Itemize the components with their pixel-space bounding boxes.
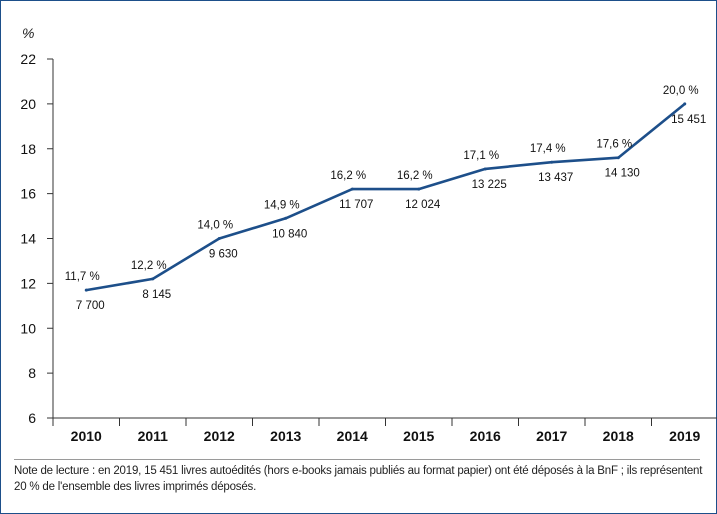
percent-label: 17,6 % — [596, 139, 632, 151]
percent-label: 11,7 % — [65, 271, 100, 283]
x-axis: 2010 2011 2012 2013 2014 2015 2016 2017 2018 2019 — [52, 417, 717, 444]
count-label: 13 437 — [538, 172, 573, 184]
y-axis-label: % — [22, 25, 34, 41]
x-tick-label: 2015 — [403, 428, 434, 444]
x-tick-label: 2012 — [204, 428, 235, 444]
y-tick-label: 6 — [28, 410, 36, 426]
percent-label: 17,1 % — [463, 150, 499, 162]
y-tick-label: 8 — [28, 365, 36, 381]
count-label: 12 024 — [405, 199, 441, 211]
y-tick-label: 16 — [20, 186, 36, 202]
y-tick-label: 10 — [20, 320, 36, 336]
data-point — [217, 237, 221, 240]
note-divider — [14, 459, 700, 460]
y-tick-label: 22 — [20, 51, 36, 67]
y-tick-label: 20 — [20, 96, 36, 112]
y-tick-label: 12 — [20, 275, 36, 291]
x-tick-label: 2011 — [138, 428, 169, 444]
reading-note: Note de lecture : en 2019, 15 451 livres… — [14, 465, 703, 493]
x-tick-label: 2014 — [337, 428, 368, 444]
percent-label: 14,0 % — [197, 220, 233, 232]
x-tick-label: 2019 — [669, 428, 700, 444]
count-label: 13 225 — [472, 179, 507, 191]
series-layer — [84, 102, 687, 292]
data-point — [550, 160, 554, 164]
series-line — [86, 102, 686, 292]
data-point — [616, 156, 620, 160]
data-point — [683, 102, 687, 106]
y-tick-label: 18 — [20, 141, 36, 157]
count-label: 15 451 — [671, 114, 706, 126]
percent-label: 16,2 % — [330, 170, 366, 182]
x-tick-label: 2016 — [470, 428, 501, 444]
percent-label: 14,9 % — [264, 199, 300, 211]
x-tick-label: 2017 — [536, 428, 567, 444]
data-point — [84, 288, 88, 292]
count-label: 8 145 — [142, 289, 171, 301]
percent-label: 12,2 % — [131, 260, 167, 272]
data-labels: 11,7 % 7 700 12,2 % 8 145 14,0 % 9 630 14,9 % 1… — [65, 85, 707, 312]
data-point — [417, 187, 421, 191]
data-point — [483, 167, 487, 171]
percent-label: 20,0 % — [663, 85, 699, 97]
count-label: 11 707 — [339, 199, 373, 211]
count-label: 10 840 — [272, 228, 307, 240]
count-label: 14 130 — [605, 168, 640, 180]
percent-label: 17,4 % — [530, 143, 566, 155]
data-point — [151, 277, 155, 281]
y-tick-label: 14 — [20, 231, 36, 247]
count-label: 7 700 — [76, 300, 105, 312]
percent-label: 16,2 % — [397, 170, 433, 182]
y-axis: % 6 8 10 12 14 16 18 20 22 — [20, 25, 54, 426]
data-point — [284, 216, 288, 220]
x-tick-label: 2010 — [71, 428, 102, 444]
x-tick-label: 2018 — [603, 428, 634, 444]
data-point — [350, 187, 354, 191]
count-label: 9 630 — [209, 249, 238, 261]
x-tick-label: 2013 — [270, 428, 301, 444]
